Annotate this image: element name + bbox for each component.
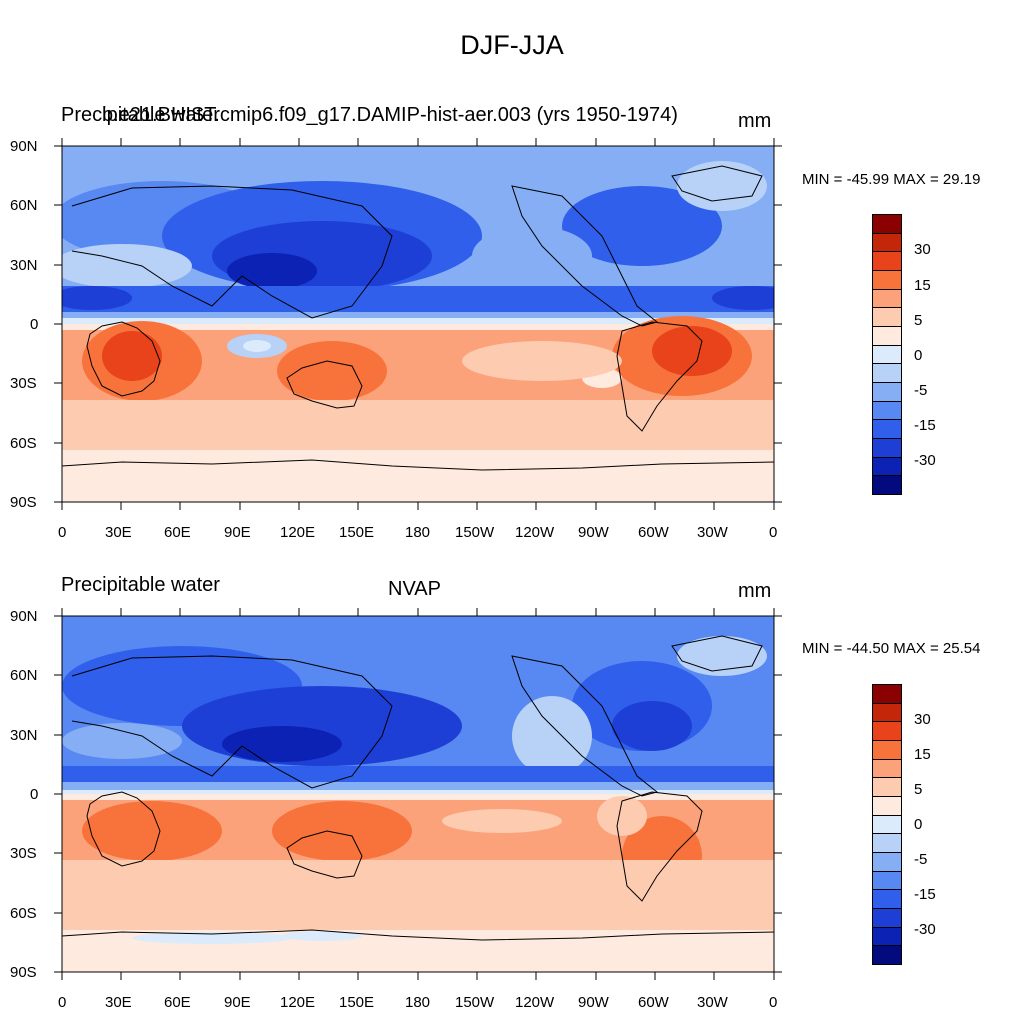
- colorbar-tick-label: -30: [914, 452, 936, 469]
- lon-label: 0: [58, 994, 67, 1011]
- contour-map-svg: [62, 616, 774, 972]
- lon-label: 180: [405, 524, 431, 541]
- min-max-label: MIN = -44.50 MAX = 25.54: [802, 640, 981, 657]
- lon-label: 150E: [339, 994, 375, 1011]
- colorbar-tick-label: 30: [914, 241, 931, 258]
- lat-label: 90N: [10, 608, 38, 625]
- lon-label: 60E: [164, 524, 191, 541]
- min-max-label: MIN = -45.99 MAX = 29.19: [802, 171, 981, 188]
- colorbar: [872, 214, 902, 495]
- lon-label: 90W: [578, 994, 609, 1011]
- colorbar: [872, 684, 902, 965]
- lat-label: 60S: [10, 905, 37, 922]
- colorbar-segment: [872, 889, 902, 909]
- colorbar-tick-label: 5: [914, 781, 923, 798]
- lat-label: 30N: [10, 727, 38, 744]
- left-title: Precipitable water: [61, 104, 220, 126]
- colorbar-segment: [872, 684, 902, 704]
- colorbar-segment: [872, 796, 902, 816]
- lon-label: 150W: [455, 994, 495, 1011]
- colorbar-tick-label: 15: [914, 277, 931, 294]
- lon-label: 30W: [697, 994, 728, 1011]
- center-title: NVAP: [388, 578, 441, 600]
- figure-title: DJF-JJA: [460, 30, 564, 60]
- lat-label: 0: [30, 786, 39, 803]
- colorbar-tick-label: -30: [914, 921, 936, 938]
- contour-map: [62, 616, 774, 972]
- lon-label: 0: [769, 524, 778, 541]
- lon-label: 60E: [164, 994, 191, 1011]
- lon-label: 150W: [455, 524, 495, 541]
- lat-label: 90S: [10, 494, 37, 511]
- left-title: Precipitable water: [61, 574, 220, 596]
- colorbar-segment: [872, 908, 902, 928]
- lon-label: 30W: [697, 524, 728, 541]
- lat-label: 60N: [10, 197, 38, 214]
- colorbar-segment: [872, 721, 902, 741]
- lon-label: 180: [405, 994, 431, 1011]
- colorbar-segment: [872, 852, 902, 872]
- lon-label: 60W: [638, 524, 669, 541]
- lat-label: 90S: [10, 964, 37, 981]
- lat-label: 30S: [10, 845, 37, 862]
- lon-label: 30E: [105, 524, 132, 541]
- lon-label: 30E: [105, 994, 132, 1011]
- colorbar-segment: [872, 814, 902, 835]
- colorbar-tick-label: -15: [914, 417, 936, 434]
- colorbar-segment: [872, 475, 902, 495]
- colorbar-segment: [872, 870, 902, 891]
- lat-label: 30S: [10, 375, 37, 392]
- lat-label: 0: [30, 316, 39, 333]
- lon-label: 120E: [280, 524, 316, 541]
- lon-label: 60W: [638, 994, 669, 1011]
- colorbar-tick-label: -5: [914, 851, 928, 868]
- lon-label: 90W: [578, 524, 609, 541]
- lon-label: 0: [769, 994, 778, 1011]
- units-label: mm: [738, 580, 772, 602]
- colorbar-tick-label: 15: [914, 746, 931, 763]
- lon-label: 120W: [515, 994, 555, 1011]
- lon-label: 150E: [339, 524, 375, 541]
- colorbar-tick-label: -5: [914, 382, 928, 399]
- colorbar-segment: [872, 777, 902, 797]
- lon-label: 120E: [280, 994, 316, 1011]
- lon-label: 120W: [515, 524, 555, 541]
- lat-label: 60N: [10, 667, 38, 684]
- colorbar-segment: [872, 740, 902, 760]
- lat-label: 60S: [10, 435, 37, 452]
- colorbar-tick-label: -15: [914, 886, 936, 903]
- center-title: b.e21.BHIST.cmip6.f09_g17.DAMIP-hist-aer…: [102, 104, 678, 126]
- colorbar-tick-label: 5: [914, 312, 923, 329]
- lon-label: 90E: [224, 994, 251, 1011]
- colorbar-segment: [872, 758, 902, 779]
- lat-label: 30N: [10, 257, 38, 274]
- colorbar-segment: [872, 702, 902, 723]
- colorbar-tick-label: 0: [914, 347, 923, 364]
- colorbar-tick-label: 0: [914, 816, 923, 833]
- colorbar-segment: [872, 833, 902, 853]
- colorbar-segment: [872, 945, 902, 965]
- lon-label: 90E: [224, 524, 251, 541]
- lat-label: 90N: [10, 138, 38, 155]
- lon-label: 0: [58, 524, 67, 541]
- colorbar-segment: [872, 926, 902, 947]
- colorbar-tick-label: 30: [914, 711, 931, 728]
- units-label: mm: [738, 110, 772, 132]
